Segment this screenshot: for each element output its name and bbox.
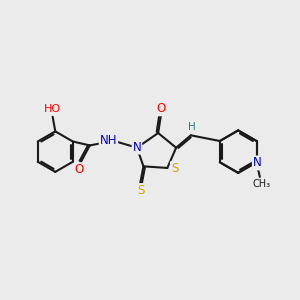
Text: CH₃: CH₃ [252,179,271,189]
Text: O: O [157,102,166,115]
Text: S: S [137,184,145,197]
Text: HO: HO [44,104,61,115]
Text: H: H [188,122,195,132]
Text: N: N [253,156,262,170]
Text: NH: NH [100,134,117,147]
Text: S: S [171,162,178,175]
Text: O: O [74,163,84,176]
Text: N: N [133,141,141,154]
